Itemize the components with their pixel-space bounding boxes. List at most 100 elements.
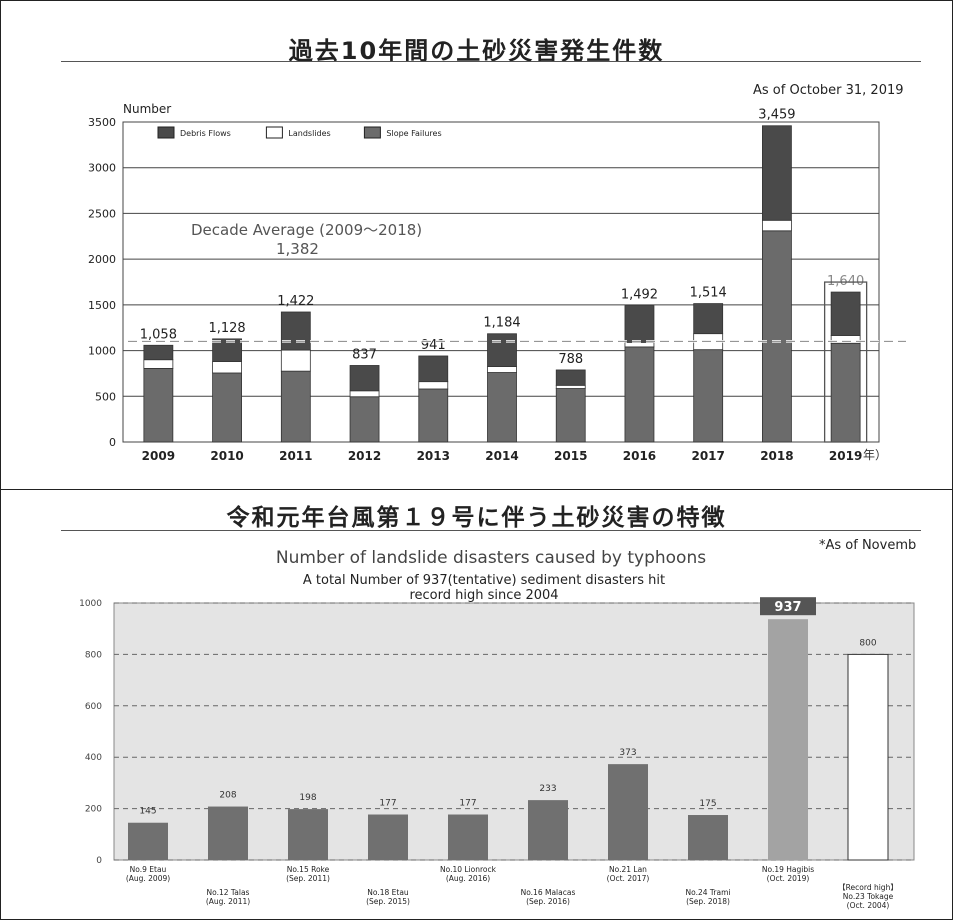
year-unit-label: 年）	[863, 448, 887, 462]
y-tick-label: 1000	[79, 599, 102, 609]
as-of-note: *As of Novemb	[819, 538, 917, 553]
bar-total-label: 1,058	[140, 327, 177, 342]
x-tick-label: 2016	[623, 449, 656, 463]
bar-value-label: 937	[774, 600, 801, 615]
x-category-date: (Sep. 2016)	[526, 897, 570, 906]
x-category-label: No.23 Tokage	[843, 892, 894, 901]
title-underline	[61, 530, 921, 531]
x-category-date: (Sep. 2011)	[286, 874, 330, 883]
y-tick-label: 2000	[88, 253, 116, 266]
x-category-date: (Oct. 2004)	[847, 901, 890, 910]
bar-total-label: 1,184	[483, 316, 520, 331]
bar-segment	[418, 381, 449, 390]
value-badge	[760, 597, 816, 616]
legend-swatch	[265, 126, 283, 139]
y-tick-label: 3000	[88, 162, 116, 175]
x-category-date: (Aug. 2009)	[126, 874, 170, 883]
y-tick-label: 800	[85, 650, 102, 660]
y-tick-label: 0	[109, 436, 116, 449]
bar	[608, 764, 648, 860]
bar-segment	[555, 369, 586, 386]
bar-total-label: 1,128	[208, 321, 245, 336]
x-category-label: No.15 Roke	[287, 865, 330, 874]
bar	[768, 619, 808, 860]
x-category-label: No.21 Lan	[609, 865, 647, 874]
x-category-date: (Sep. 2018)	[686, 897, 730, 906]
x-tick-label: 2011	[279, 449, 312, 463]
x-tick-label: 2009	[142, 449, 175, 463]
legend-label: Slope Failures	[386, 129, 441, 138]
x-category-label: No.18 Etau	[367, 888, 409, 897]
as-of-note: As of October 31, 2019	[753, 83, 904, 98]
average-annotation: Decade Average (2009～2018)	[191, 221, 422, 239]
bar-total-label: 1,492	[621, 288, 658, 303]
x-tick-label: 2010	[210, 449, 243, 463]
x-category-date: (Aug. 2011)	[206, 897, 250, 906]
y-tick-label: 1500	[88, 299, 116, 312]
bar-segment	[487, 366, 517, 373]
x-tick-label: 2013	[417, 449, 450, 463]
bar-total-label: 1,422	[277, 294, 314, 309]
x-category-label: No.24 Trami	[686, 888, 731, 897]
chart-panel-annual: 過去10年間の土砂災害発生件数 As of October 31, 2019 N…	[0, 0, 953, 490]
bar-segment	[212, 338, 242, 362]
bar-segment	[624, 341, 655, 348]
bar-segment	[418, 388, 449, 443]
bar-value-label: 233	[539, 784, 556, 794]
y-axis-label: Number	[123, 102, 171, 116]
y-tick-label: 200	[85, 805, 102, 815]
bar	[208, 806, 248, 860]
highlight-box	[823, 281, 868, 443]
bar	[528, 800, 568, 860]
bar-segment	[830, 342, 861, 443]
bar-segment	[280, 370, 311, 443]
bar-value-label: 177	[459, 799, 476, 809]
x-category-label: No.10 Lionrock	[440, 865, 497, 874]
x-category-date: (Sep. 2015)	[366, 897, 410, 906]
y-tick-label: 600	[85, 702, 102, 712]
bar-segment	[487, 333, 517, 367]
bar-total-label: 837	[352, 347, 377, 362]
bar-segment	[762, 230, 792, 443]
bar-segment	[143, 359, 174, 369]
bar	[288, 809, 328, 860]
x-tick-label: 2014	[485, 449, 518, 463]
legend-swatch	[157, 126, 175, 139]
legend-swatch	[363, 126, 381, 139]
chart-subtitle: Number of landslide disasters caused by …	[276, 548, 706, 568]
x-tick-label: 2012	[348, 449, 381, 463]
y-tick-label: 3500	[88, 116, 116, 129]
chart-title: 令和元年台風第１９号に伴う土砂災害の特徴	[226, 505, 727, 531]
bar-segment	[212, 361, 242, 374]
title-underline	[61, 61, 921, 62]
bar-segment	[830, 291, 861, 336]
y-tick-label: 0	[96, 856, 102, 866]
bar-segment	[624, 305, 655, 343]
bar-value-label: 175	[699, 799, 716, 809]
chart-subtitle-line: record high since 2004	[409, 588, 558, 603]
x-category-date: (Oct. 2019)	[767, 874, 810, 883]
stacked-bar-chart: Number 0 500 1000 1500 2000 2500 3000 3500 Debris…	[88, 102, 906, 463]
bar-value-label: 198	[299, 793, 316, 803]
x-tick-label: 2018	[760, 449, 793, 463]
bar-segment	[555, 384, 586, 389]
x-tick-label: 2015	[554, 449, 587, 463]
x-category-label: No.12 Talas	[207, 888, 250, 897]
x-tick-label: 2019	[829, 449, 862, 463]
bar	[688, 815, 728, 860]
bar	[368, 814, 408, 860]
bar-segment	[349, 365, 380, 392]
bar	[847, 653, 889, 861]
y-tick-label: 500	[95, 390, 116, 403]
bar-value-label: 145	[139, 807, 156, 817]
bar-segment	[693, 349, 724, 443]
bar-value-label: 373	[619, 748, 636, 758]
chart-subtitle-line: A total Number of 937(tentative) sedimen…	[303, 573, 665, 588]
y-tick-label: 1000	[88, 345, 116, 358]
bar-segment	[143, 344, 174, 361]
bar-segment	[280, 311, 311, 351]
chart-title: 過去10年間の土砂災害発生件数	[288, 37, 665, 65]
bar-segment	[487, 372, 517, 443]
bar-segment	[555, 388, 586, 443]
bar-segment	[349, 396, 380, 443]
